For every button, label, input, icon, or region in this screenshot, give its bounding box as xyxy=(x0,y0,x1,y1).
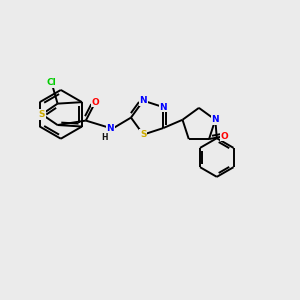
Text: N: N xyxy=(140,96,147,105)
Text: O: O xyxy=(220,132,228,141)
Text: S: S xyxy=(39,110,45,119)
Text: O: O xyxy=(92,98,99,106)
Text: H: H xyxy=(102,133,108,142)
Text: S: S xyxy=(140,130,147,139)
Text: N: N xyxy=(106,124,114,133)
Text: N: N xyxy=(159,103,167,112)
Text: N: N xyxy=(212,115,219,124)
Text: Cl: Cl xyxy=(47,78,56,87)
